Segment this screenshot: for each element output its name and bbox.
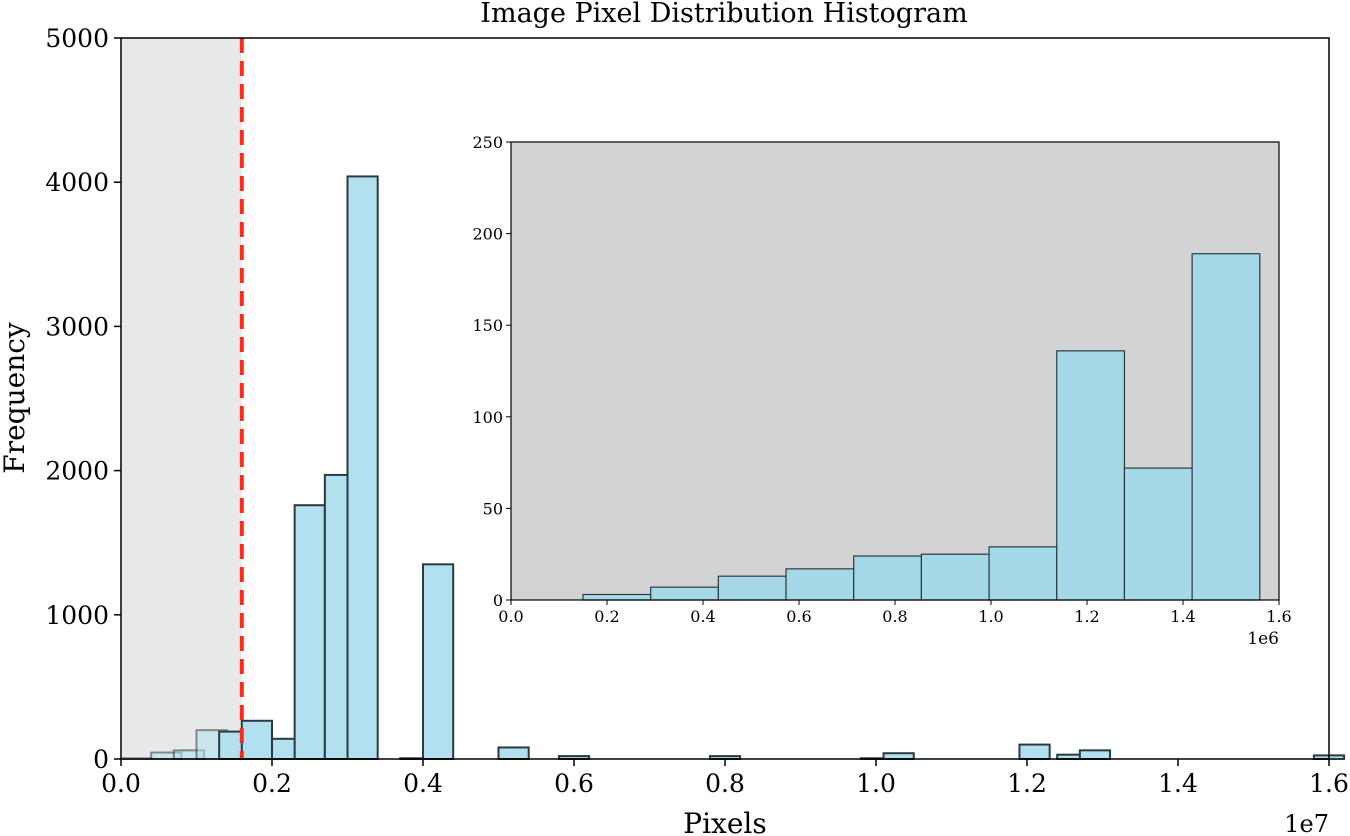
y-tick-label: 2000 bbox=[45, 457, 109, 486]
inset-y-ticks: 0 50 100 150 200 250 bbox=[472, 133, 511, 610]
inset-x-tick-label: 0.0 bbox=[498, 607, 523, 626]
x-tick-label: 1.2 bbox=[1007, 769, 1047, 798]
inset-histogram-bar bbox=[988, 546, 1058, 601]
inset-histogram-bar bbox=[717, 575, 787, 601]
histogram-bar bbox=[346, 175, 379, 760]
inset-histogram-bar bbox=[785, 568, 855, 601]
chart-title: Image Pixel Distribution Histogram bbox=[480, 0, 967, 29]
inset-y-tick-label: 150 bbox=[472, 316, 503, 335]
inset-histogram-bar bbox=[1123, 467, 1193, 601]
y-tick-label: 3000 bbox=[45, 312, 109, 341]
inset-x-tick-label: 1.0 bbox=[978, 607, 1003, 626]
inset-histogram-bar bbox=[920, 553, 990, 601]
inset-x-tick-label: 0.8 bbox=[882, 607, 907, 626]
x-tick-label: 0.2 bbox=[252, 769, 292, 798]
histogram-bar bbox=[240, 719, 274, 760]
histogram-bar bbox=[497, 746, 530, 760]
inset-x-ticks: 0.0 0.2 0.4 0.6 0.8 1.0 1.2 1.4 1.6 bbox=[498, 600, 1292, 626]
inset-histogram-bar bbox=[650, 586, 719, 601]
x-tick-label: 0.8 bbox=[705, 769, 745, 798]
y-tick-label: 1000 bbox=[45, 601, 109, 630]
histogram-bar bbox=[1078, 749, 1112, 761]
y-tick-label: 4000 bbox=[45, 168, 109, 197]
inset-histogram-bar bbox=[853, 555, 922, 601]
histogram-bar bbox=[1018, 743, 1051, 761]
x-tick-label: 1.0 bbox=[856, 769, 896, 798]
inset-histogram-bar bbox=[1056, 350, 1126, 601]
histogram-bar bbox=[882, 752, 915, 760]
inset-x-tick-label: 0.2 bbox=[594, 607, 619, 626]
inset-histogram-bar bbox=[582, 593, 652, 601]
x-tick-label: 1.4 bbox=[1158, 769, 1198, 798]
histogram-bar bbox=[293, 504, 326, 761]
inset-plot: 0.0 0.2 0.4 0.6 0.8 1.0 1.2 1.4 1.6 0 50 100 150 200… bbox=[472, 133, 1291, 649]
inset-y-tick-label: 100 bbox=[472, 408, 503, 427]
inset-y-tick-label: 200 bbox=[472, 225, 503, 244]
y-axis-label: Frequency bbox=[0, 322, 31, 474]
inset-x-tick-label: 0.6 bbox=[786, 607, 811, 626]
x-tick-label: 1.6 bbox=[1309, 769, 1349, 798]
x-tick-label: 0.0 bbox=[101, 769, 141, 798]
inset-x-tick-label: 0.4 bbox=[690, 607, 715, 626]
main-x-ticks: 0.0 0.2 0.4 0.6 0.8 1.0 1.2 1.4 1.6 bbox=[101, 759, 1349, 798]
inset-y-tick-label: 0 bbox=[493, 591, 503, 610]
inset-x-tick-label: 1.2 bbox=[1074, 607, 1099, 626]
inset-x-tick-label: 1.6 bbox=[1266, 607, 1291, 626]
inset-x-offset-label: 1e6 bbox=[1247, 629, 1279, 649]
y-tick-label: 0 bbox=[93, 745, 109, 774]
main-y-ticks: 0 1000 2000 3000 4000 5000 bbox=[45, 24, 121, 774]
inset-y-tick-label: 50 bbox=[483, 499, 503, 518]
x-axis-label: Pixels bbox=[683, 807, 766, 836]
x-offset-label: 1e7 bbox=[1284, 810, 1329, 836]
inset-bars bbox=[582, 253, 1261, 601]
x-tick-label: 0.6 bbox=[554, 769, 594, 798]
inset-y-tick-label: 250 bbox=[472, 133, 503, 152]
histogram-bar bbox=[422, 563, 455, 761]
inset-histogram-bar bbox=[1191, 253, 1261, 601]
y-tick-label: 5000 bbox=[45, 24, 109, 53]
shaded-region bbox=[121, 38, 242, 759]
inset-x-tick-label: 1.4 bbox=[1170, 607, 1195, 626]
x-tick-label: 0.4 bbox=[403, 769, 443, 798]
